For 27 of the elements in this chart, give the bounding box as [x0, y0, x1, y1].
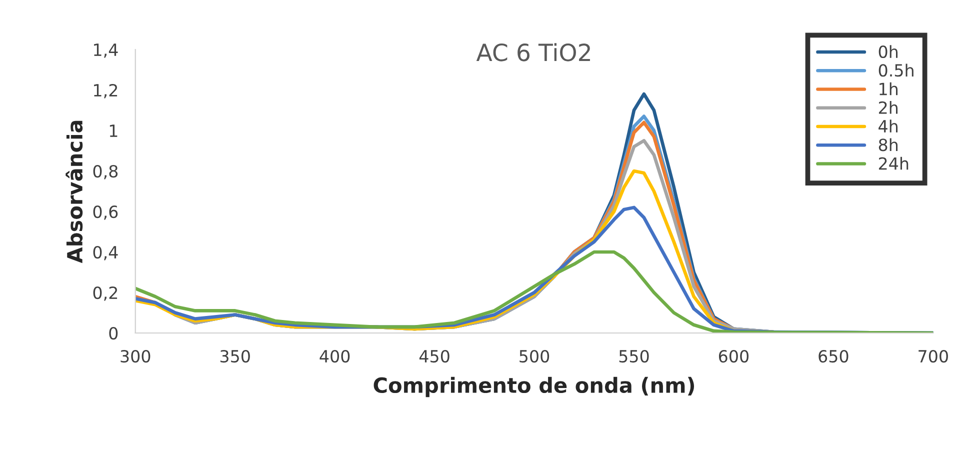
x-tick-label: 600	[718, 350, 749, 363]
x-tick-label: 700	[918, 350, 948, 363]
legend-label: 4h	[878, 120, 898, 132]
y-tick-label: 1,4	[94, 44, 118, 58]
x-tick-label: 500	[520, 350, 550, 363]
x-tick-label: 300	[120, 350, 150, 363]
y-tick-label: 0,2	[93, 286, 118, 301]
legend-label: 0h	[878, 45, 898, 58]
y-tick-label: 1,2	[94, 84, 118, 98]
x-tick-label: 400	[320, 350, 350, 363]
legend-label: 8h	[878, 138, 898, 152]
x-axis-title: Comprimento de onda (nm)	[374, 376, 694, 398]
y-tick-label: 0	[109, 326, 118, 340]
y-tick-label: 0,4	[93, 246, 118, 260]
y-axis-title: Absorvância	[66, 120, 83, 264]
legend-label: 24h	[878, 156, 908, 170]
x-tick-label: 650	[818, 350, 848, 363]
legend-label: 1h	[880, 82, 898, 96]
x-tick-label: 350	[220, 350, 250, 363]
chart-title: AC 6 TiO2	[476, 43, 590, 62]
legend-label: 2h	[878, 101, 898, 114]
y-tick-label: 1	[110, 124, 118, 137]
y-tick-label: 0,6	[93, 205, 118, 220]
legend-label: 0.5h	[878, 64, 914, 77]
x-tick-label: 450	[419, 350, 450, 363]
y-tick-label: 0,8	[93, 164, 118, 180]
x-tick-label: 550	[619, 350, 649, 363]
